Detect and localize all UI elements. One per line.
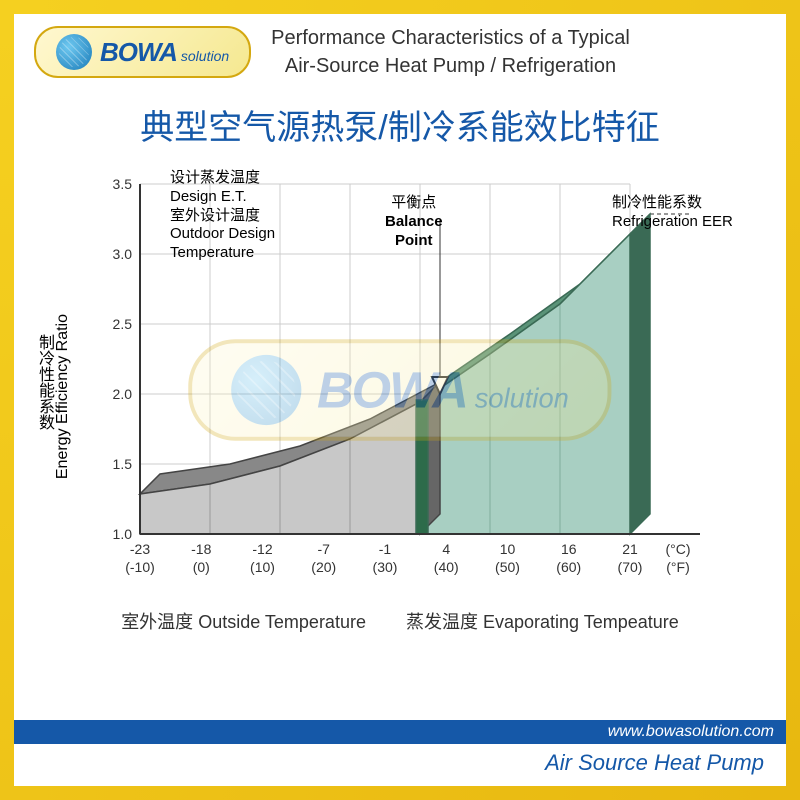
svg-text:(°C): (°C) [665, 541, 690, 557]
svg-text:3.0: 3.0 [113, 246, 133, 262]
y-label-en: Energy Efficiency Ratio [54, 314, 72, 479]
x-axis-labels: 室外温度 Outside Temperature 蒸发温度 Evaporatin… [40, 608, 760, 634]
logo-bowa: BOWA [100, 37, 177, 68]
svg-text:10: 10 [500, 541, 516, 557]
svg-text:(40): (40) [434, 559, 459, 575]
svg-text:(50): (50) [495, 559, 520, 575]
chinese-title: 典型空气源热泵/制冷系能效比特征 [14, 100, 786, 149]
svg-text:2.5: 2.5 [113, 316, 133, 332]
svg-text:(-10): (-10) [125, 559, 155, 575]
svg-text:4: 4 [442, 541, 450, 557]
y-label-cn: 制冷性能系数 [32, 334, 56, 430]
svg-text:1.5: 1.5 [113, 456, 133, 472]
svg-text:-1: -1 [379, 541, 392, 557]
svg-text:(0): (0) [193, 559, 210, 575]
svg-text:21: 21 [622, 541, 638, 557]
annot-eer: 制冷性能系数 Refrigeration EER [612, 194, 733, 232]
svg-text:16: 16 [561, 541, 577, 557]
svg-text:-7: -7 [318, 541, 331, 557]
svg-text:2.0: 2.0 [113, 386, 133, 402]
footer-tag: Air Source Heat Pump [14, 744, 786, 786]
svg-text:(30): (30) [373, 559, 398, 575]
svg-text:(60): (60) [556, 559, 581, 575]
logo-solution: solution [181, 48, 229, 64]
brand-logo: BOWA solution [34, 26, 251, 78]
header-title: Performance Characteristics of a Typical… [271, 24, 630, 80]
svg-text:3.5: 3.5 [113, 176, 133, 192]
annot-balance: 平衡点 Balance Point [385, 194, 443, 250]
svg-text:(70): (70) [618, 559, 643, 575]
svg-text:(10): (10) [250, 559, 275, 575]
footer-url: www.bowasolution.com [14, 720, 786, 744]
svg-text:-18: -18 [191, 541, 211, 557]
svg-text:-12: -12 [252, 541, 272, 557]
footer: www.bowasolution.com Air Source Heat Pum… [14, 720, 786, 786]
performance-chart: 制冷性能系数 Energy Efficiency Ratio -23(-10)-… [40, 164, 760, 644]
svg-text:(20): (20) [311, 559, 336, 575]
svg-text:(°F): (°F) [666, 559, 689, 575]
globe-icon [56, 34, 92, 70]
svg-text:1.0: 1.0 [113, 526, 133, 542]
annot-design: 设计蒸发温度 Design E.T. 室外设计温度 Outdoor Design… [170, 169, 275, 263]
svg-text:-23: -23 [130, 541, 150, 557]
